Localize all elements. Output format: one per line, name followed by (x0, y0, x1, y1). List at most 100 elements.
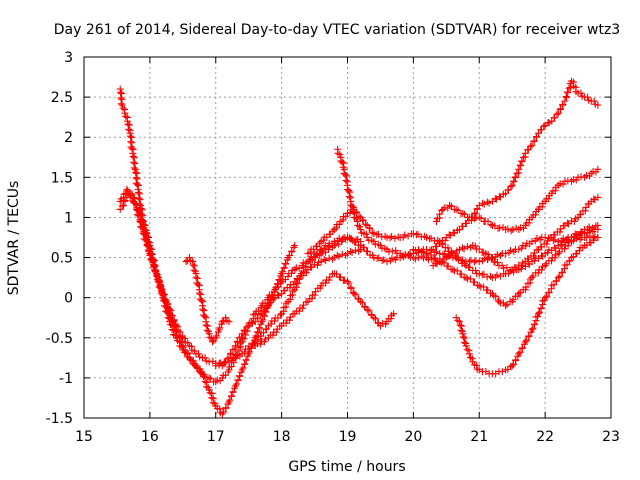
data-point (234, 376, 242, 384)
data-point (358, 299, 366, 307)
data-point (199, 370, 207, 378)
chart-title: Day 261 of 2014, Sidereal Day-to-day VTE… (54, 22, 620, 38)
data-point (276, 311, 284, 319)
data-point (202, 321, 210, 329)
data-point (565, 84, 573, 92)
data-point (469, 213, 477, 221)
data-point (357, 298, 365, 306)
data-point (232, 342, 240, 350)
data-point (338, 158, 346, 166)
data-point (212, 362, 220, 370)
y-tick-label: 3 (64, 50, 73, 66)
data-point (244, 345, 252, 353)
data-point (320, 255, 328, 263)
data-point (166, 306, 174, 314)
data-point (495, 298, 503, 306)
data-point (241, 348, 249, 356)
data-point (259, 316, 267, 324)
series-arc-10 (429, 77, 602, 254)
data-point (583, 234, 591, 241)
data-point (455, 318, 463, 326)
data-point (319, 236, 327, 244)
data-point (322, 279, 330, 287)
data-point (484, 286, 492, 294)
data-point (515, 246, 523, 254)
data-point (202, 357, 210, 365)
data-point (186, 355, 194, 363)
data-point (153, 275, 161, 283)
data-point (502, 302, 510, 310)
data-point (458, 244, 466, 252)
data-point (306, 248, 314, 256)
data-point (187, 342, 195, 350)
data-point (485, 199, 493, 207)
y-tick-labels: 3 2.5 2 1.5 1 0.5 0 -0.5 -1 -1.5 (46, 50, 73, 427)
data-point (133, 205, 141, 213)
data-point (299, 304, 307, 312)
data-point (135, 212, 143, 220)
data-point (363, 306, 371, 314)
data-point (365, 224, 373, 232)
data-point (295, 307, 303, 315)
x-tick-label: 20 (404, 429, 422, 445)
data-point (465, 350, 473, 358)
data-point (208, 394, 216, 402)
data-point (179, 344, 187, 352)
y-tick-label: 2.5 (51, 90, 73, 106)
data-point (120, 201, 128, 209)
data-point (225, 318, 233, 326)
data-point (525, 219, 533, 227)
data-point (119, 104, 127, 112)
data-point (441, 237, 449, 245)
data-point (184, 350, 192, 358)
data-point (256, 311, 264, 319)
data-point (383, 318, 391, 326)
y-tick-label: 1 (64, 210, 73, 226)
data-point (484, 217, 492, 225)
data-point (454, 206, 462, 214)
x-tick-label: 18 (273, 429, 291, 445)
data-point (304, 298, 312, 306)
data-point (543, 240, 551, 248)
data-point (584, 93, 592, 101)
data-point (383, 258, 391, 266)
series-arc-11 (452, 233, 602, 378)
data-point (516, 348, 524, 356)
data-point (345, 193, 353, 201)
data-point (310, 253, 318, 261)
data-point (194, 280, 202, 288)
data-point (147, 255, 155, 263)
x-tick-labels: 15 16 17 18 19 20 21 22 23 (75, 429, 620, 445)
data-point (355, 212, 363, 220)
data-point (123, 185, 131, 193)
data-point (562, 93, 570, 101)
data-point (185, 354, 193, 362)
data-point (337, 273, 345, 281)
data-point (346, 247, 354, 255)
data-point (554, 250, 562, 258)
data-point (286, 252, 294, 260)
data-point (207, 375, 215, 383)
data-point (291, 242, 299, 250)
x-tick-label: 16 (141, 429, 159, 445)
data-point (236, 372, 244, 380)
data-point (480, 255, 488, 263)
data-point (477, 214, 485, 222)
data-point (475, 245, 483, 253)
data-point (130, 164, 138, 172)
data-point (196, 353, 204, 361)
data-point (296, 275, 304, 283)
data-point (436, 210, 444, 218)
data-point (262, 335, 270, 343)
data-point (195, 289, 203, 297)
y-tick-label: 1.5 (51, 170, 73, 186)
data-point (391, 234, 399, 242)
data-point (185, 254, 193, 262)
data-point (507, 227, 515, 235)
data-point (475, 282, 483, 290)
data-point (243, 323, 251, 331)
data-point (473, 361, 481, 369)
data-point (342, 212, 350, 220)
data-point (333, 251, 341, 259)
data-point (332, 224, 340, 232)
